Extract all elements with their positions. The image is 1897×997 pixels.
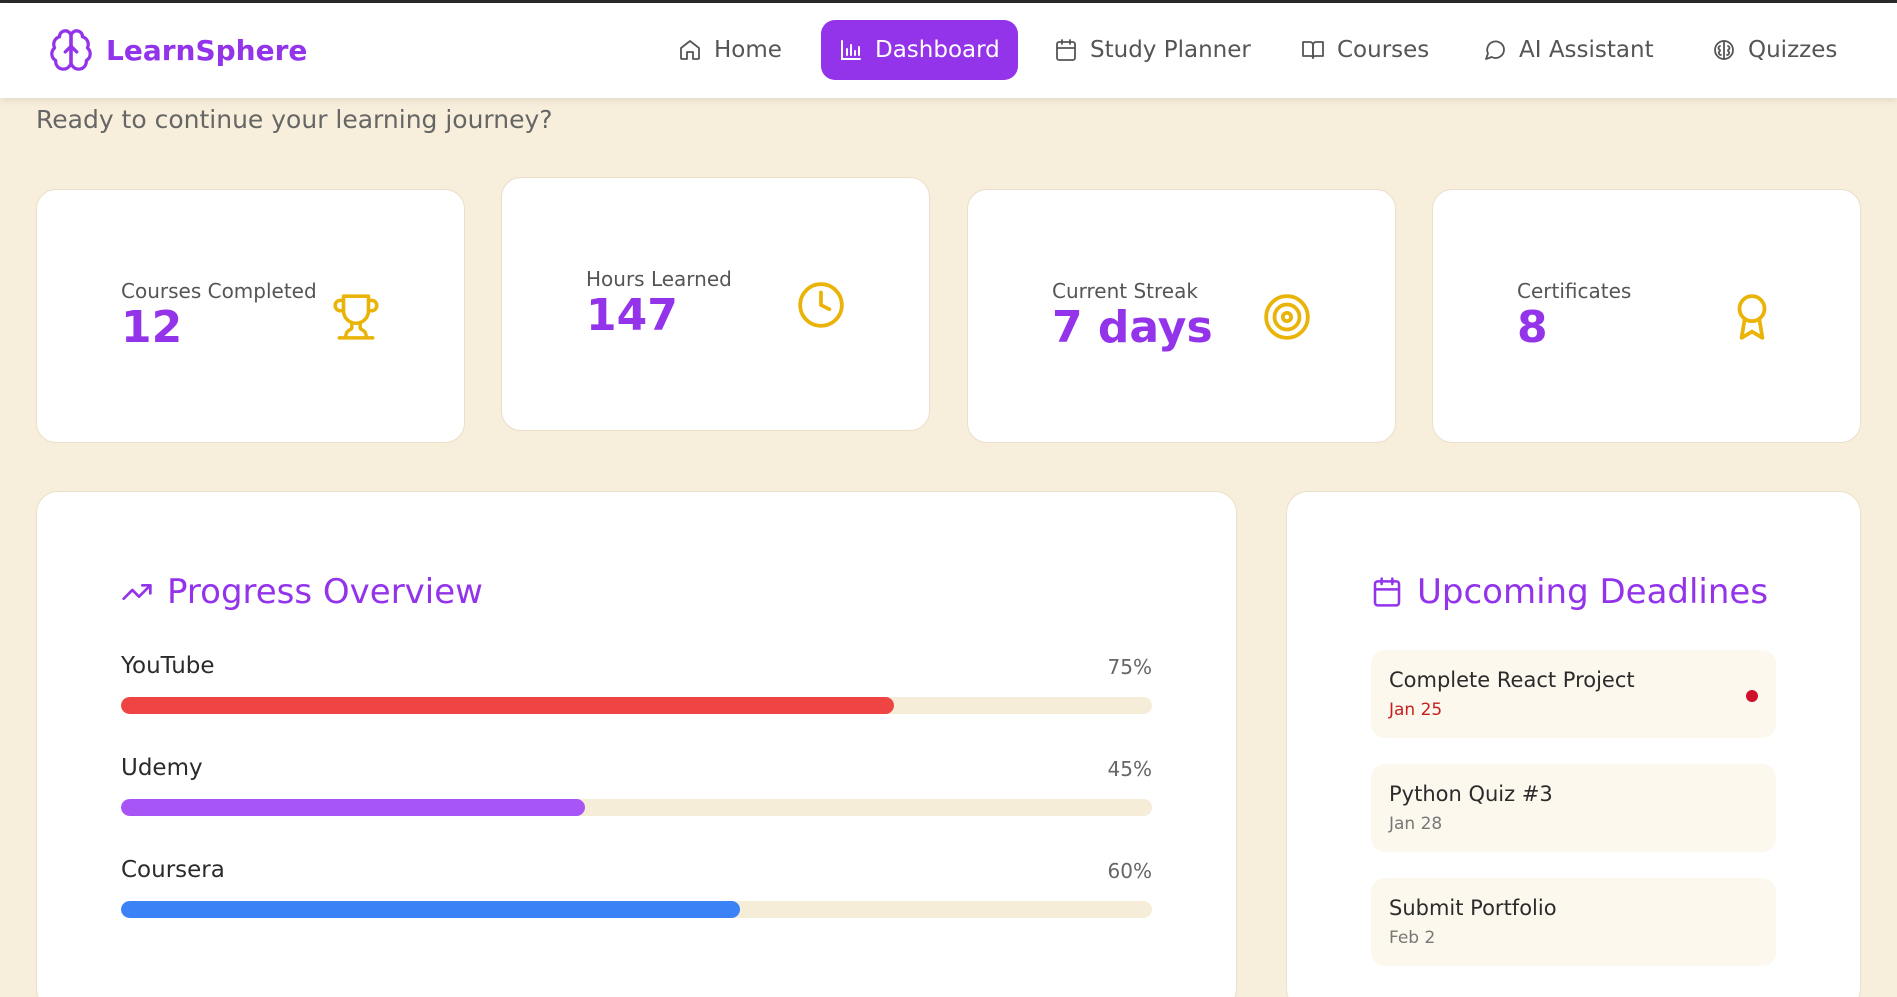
progress-fill [121, 901, 740, 918]
award-icon [1737, 294, 1767, 340]
upcoming-deadlines-panel: Upcoming Deadlines Complete React Projec… [1286, 491, 1861, 997]
nav-courses[interactable]: Courses [1283, 20, 1447, 80]
stat-card-courses-completed: Courses Completed 12 [36, 189, 465, 443]
nav-courses-label: Courses [1337, 37, 1430, 63]
navbar: LearnSphere Home Dashboard Study Planner… [0, 3, 1897, 98]
panel-title-text: Progress Overview [167, 572, 483, 612]
deadline-title: Submit Portfolio [1389, 896, 1557, 920]
nav-ai-assistant-label: AI Assistant [1519, 37, 1654, 63]
panel-title-text: Upcoming Deadlines [1417, 572, 1769, 612]
brain-icon [1714, 40, 1734, 60]
progress-percent: 45% [1107, 757, 1152, 781]
nav-home[interactable]: Home [660, 20, 800, 80]
target-icon [1264, 294, 1310, 340]
progress-label: YouTube [121, 653, 215, 679]
deadline-date: Jan 28 [1389, 814, 1443, 834]
stat-value: 12 [121, 302, 183, 353]
progress-fill [121, 697, 895, 714]
upcoming-deadlines-title: Upcoming Deadlines [1371, 572, 1768, 612]
brand-name: LearnSphere [106, 33, 308, 67]
stat-card-certificates: Certificates 8 [1432, 189, 1861, 443]
stat-card-current-streak: Current Streak 7 days [967, 189, 1396, 443]
stat-label: Hours Learned [586, 267, 732, 291]
deadline-title: Complete React Project [1389, 668, 1635, 692]
progress-fill [121, 799, 585, 816]
nav-study-planner-label: Study Planner [1090, 37, 1251, 63]
stat-value: 8 [1517, 302, 1548, 353]
brain-logo-icon [50, 29, 92, 71]
deadline-date: Jan 25 [1389, 700, 1443, 720]
chat-bubble-icon [1485, 40, 1505, 60]
stat-value: 7 days [1052, 302, 1213, 353]
nav-quizzes[interactable]: Quizzes [1694, 20, 1855, 80]
nav-dashboard-label: Dashboard [875, 37, 1000, 63]
bar-chart-icon [841, 40, 861, 60]
progress-label: Coursera [121, 857, 225, 883]
nav-ai-assistant[interactable]: AI Assistant [1465, 20, 1672, 80]
book-open-icon [1302, 41, 1324, 59]
stat-value: 147 [586, 290, 678, 341]
calendar-icon [1056, 39, 1076, 61]
progress-overview-panel: Progress Overview YouTube 75% Udemy 45% … [36, 491, 1237, 997]
calendar-icon [1373, 577, 1401, 607]
deadline-date: Feb 2 [1389, 928, 1436, 948]
nav-quizzes-label: Quizzes [1748, 37, 1838, 63]
urgent-indicator-dot [1746, 690, 1758, 702]
deadline-item[interactable]: Python Quiz #3 Jan 28 [1371, 764, 1776, 852]
stat-card-hours-learned: Hours Learned 147 [501, 177, 930, 431]
progress-percent: 75% [1107, 655, 1152, 679]
stat-label: Courses Completed [121, 279, 317, 303]
stat-label: Certificates [1517, 279, 1632, 303]
deadline-item[interactable]: Submit Portfolio Feb 2 [1371, 878, 1776, 966]
nav-home-label: Home [714, 37, 782, 63]
deadline-title: Python Quiz #3 [1389, 782, 1553, 806]
trophy-icon [333, 294, 379, 340]
welcome-subtitle: Ready to continue your learning journey? [36, 105, 553, 134]
progress-overview-title: Progress Overview [121, 572, 483, 612]
progress-percent: 60% [1107, 859, 1152, 883]
progress-track [121, 697, 1152, 714]
main-nav: Home Dashboard Study Planner Courses AI … [0, 20, 1897, 80]
nav-dashboard[interactable]: Dashboard [821, 20, 1018, 80]
top-border [0, 0, 1897, 3]
trending-up-icon [122, 584, 152, 600]
progress-label: Udemy [121, 755, 203, 781]
progress-track [121, 799, 1152, 816]
home-icon [680, 40, 700, 60]
nav-study-planner[interactable]: Study Planner [1036, 20, 1269, 80]
progress-track [121, 901, 1152, 918]
deadline-item[interactable]: Complete React Project Jan 25 [1371, 650, 1776, 738]
stat-label: Current Streak [1052, 279, 1198, 303]
brand-logo[interactable]: LearnSphere [48, 27, 307, 73]
clock-icon [798, 282, 844, 328]
